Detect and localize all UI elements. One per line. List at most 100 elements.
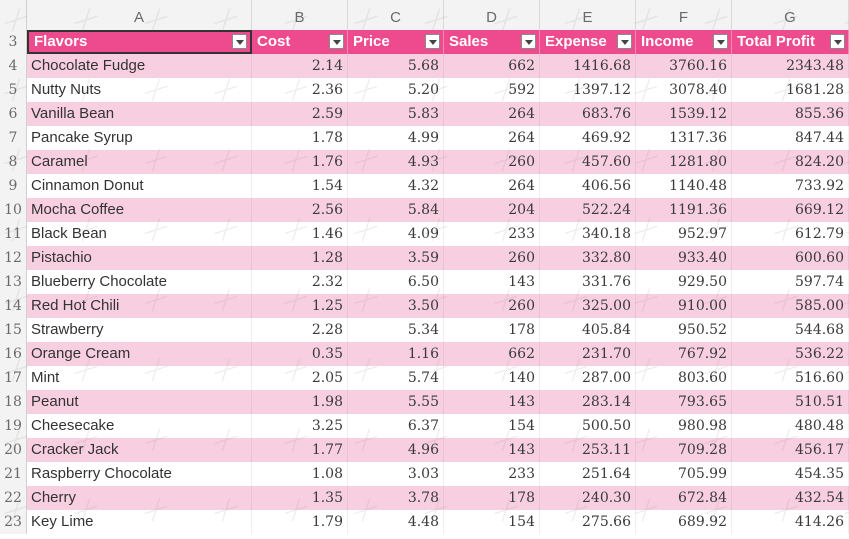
cell-price[interactable]: 5.74 <box>348 366 444 390</box>
row-number[interactable]: 13 <box>0 270 27 294</box>
row-number[interactable]: 6 <box>0 102 27 126</box>
cell-income[interactable]: 793.65 <box>636 390 732 414</box>
cell-cost[interactable]: 1.77 <box>252 438 348 462</box>
header-price[interactable]: Price <box>348 30 444 54</box>
cell-expense[interactable]: 1416.68 <box>540 54 636 78</box>
cell-expense[interactable]: 251.64 <box>540 462 636 486</box>
cell-cost[interactable]: 1.76 <box>252 150 348 174</box>
row-number[interactable]: 16 <box>0 342 27 366</box>
cell-total-profit[interactable]: 414.26 <box>732 510 849 534</box>
cell-income[interactable]: 1140.48 <box>636 174 732 198</box>
cell-income[interactable]: 980.98 <box>636 414 732 438</box>
cell-price[interactable]: 5.34 <box>348 318 444 342</box>
cell-sales[interactable]: 592 <box>444 78 540 102</box>
cell-flavor[interactable]: Chocolate Fudge <box>27 54 252 78</box>
cell-expense[interactable]: 1397.12 <box>540 78 636 102</box>
row-number[interactable]: 8 <box>0 150 27 174</box>
cell-income[interactable]: 1539.12 <box>636 102 732 126</box>
cell-sales[interactable]: 264 <box>444 174 540 198</box>
cell-sales[interactable]: 140 <box>444 366 540 390</box>
row-number[interactable]: 3 <box>0 30 27 54</box>
row-number[interactable]: 19 <box>0 414 27 438</box>
cell-flavor[interactable]: Cracker Jack <box>27 438 252 462</box>
cell-expense[interactable]: 287.00 <box>540 366 636 390</box>
cell-flavor[interactable]: Red Hot Chili <box>27 294 252 318</box>
cell-income[interactable]: 709.28 <box>636 438 732 462</box>
cell-income[interactable]: 933.40 <box>636 246 732 270</box>
cell-price[interactable]: 1.16 <box>348 342 444 366</box>
filter-dropdown-icon[interactable] <box>830 34 845 49</box>
cell-total-profit[interactable]: 544.68 <box>732 318 849 342</box>
row-number[interactable]: 22 <box>0 486 27 510</box>
cell-price[interactable]: 6.37 <box>348 414 444 438</box>
cell-price[interactable]: 3.78 <box>348 486 444 510</box>
header-flavors[interactable]: Flavors <box>27 30 252 54</box>
cell-total-profit[interactable]: 612.79 <box>732 222 849 246</box>
cell-sales[interactable]: 260 <box>444 246 540 270</box>
cell-flavor[interactable]: Vanilla Bean <box>27 102 252 126</box>
cell-cost[interactable]: 2.36 <box>252 78 348 102</box>
cell-expense[interactable]: 253.11 <box>540 438 636 462</box>
cell-cost[interactable]: 1.25 <box>252 294 348 318</box>
cell-flavor[interactable]: Peanut <box>27 390 252 414</box>
cell-flavor[interactable]: Pistachio <box>27 246 252 270</box>
cell-sales[interactable]: 143 <box>444 390 540 414</box>
cell-income[interactable]: 910.00 <box>636 294 732 318</box>
cell-expense[interactable]: 283.14 <box>540 390 636 414</box>
cell-price[interactable]: 3.50 <box>348 294 444 318</box>
cell-income[interactable]: 1281.80 <box>636 150 732 174</box>
row-number[interactable]: 11 <box>0 222 27 246</box>
cell-cost[interactable]: 2.28 <box>252 318 348 342</box>
cell-price[interactable]: 4.32 <box>348 174 444 198</box>
cell-cost[interactable]: 0.35 <box>252 342 348 366</box>
row-number[interactable]: 20 <box>0 438 27 462</box>
row-number[interactable]: 17 <box>0 366 27 390</box>
cell-expense[interactable]: 332.80 <box>540 246 636 270</box>
filter-dropdown-icon[interactable] <box>617 34 632 49</box>
cell-expense[interactable]: 457.60 <box>540 150 636 174</box>
cell-income[interactable]: 929.50 <box>636 270 732 294</box>
cell-cost[interactable]: 1.79 <box>252 510 348 534</box>
cell-sales[interactable]: 154 <box>444 510 540 534</box>
cell-flavor[interactable]: Key Lime <box>27 510 252 534</box>
cell-total-profit[interactable]: 855.36 <box>732 102 849 126</box>
cell-income[interactable]: 3760.16 <box>636 54 732 78</box>
cell-flavor[interactable]: Cinnamon Donut <box>27 174 252 198</box>
header-expense[interactable]: Expense <box>540 30 636 54</box>
row-number[interactable]: 14 <box>0 294 27 318</box>
cell-expense[interactable]: 325.00 <box>540 294 636 318</box>
cell-price[interactable]: 4.09 <box>348 222 444 246</box>
cell-cost[interactable]: 2.05 <box>252 366 348 390</box>
column-header-b[interactable]: B <box>252 0 348 30</box>
cell-price[interactable]: 5.55 <box>348 390 444 414</box>
cell-expense[interactable]: 522.24 <box>540 198 636 222</box>
filter-dropdown-icon[interactable] <box>425 34 440 49</box>
cell-sales[interactable]: 260 <box>444 294 540 318</box>
cell-flavor[interactable]: Mint <box>27 366 252 390</box>
cell-sales[interactable]: 260 <box>444 150 540 174</box>
cell-cost[interactable]: 1.28 <box>252 246 348 270</box>
cell-sales[interactable]: 178 <box>444 486 540 510</box>
cell-expense[interactable]: 405.84 <box>540 318 636 342</box>
cell-sales[interactable]: 264 <box>444 102 540 126</box>
cell-income[interactable]: 767.92 <box>636 342 732 366</box>
cell-total-profit[interactable]: 847.44 <box>732 126 849 150</box>
select-all-corner[interactable] <box>0 0 27 30</box>
cell-sales[interactable]: 204 <box>444 198 540 222</box>
cell-sales[interactable]: 154 <box>444 414 540 438</box>
cell-expense[interactable]: 469.92 <box>540 126 636 150</box>
column-header-d[interactable]: D <box>444 0 540 30</box>
cell-cost[interactable]: 1.54 <box>252 174 348 198</box>
filter-dropdown-icon[interactable] <box>713 34 728 49</box>
cell-expense[interactable]: 406.56 <box>540 174 636 198</box>
filter-dropdown-icon[interactable] <box>329 34 344 49</box>
cell-total-profit[interactable]: 597.74 <box>732 270 849 294</box>
cell-total-profit[interactable]: 669.12 <box>732 198 849 222</box>
cell-flavor[interactable]: Nutty Nuts <box>27 78 252 102</box>
cell-flavor[interactable]: Mocha Coffee <box>27 198 252 222</box>
cell-cost[interactable]: 1.98 <box>252 390 348 414</box>
cell-total-profit[interactable]: 516.60 <box>732 366 849 390</box>
cell-income[interactable]: 1191.36 <box>636 198 732 222</box>
cell-price[interactable]: 4.48 <box>348 510 444 534</box>
cell-total-profit[interactable]: 454.35 <box>732 462 849 486</box>
